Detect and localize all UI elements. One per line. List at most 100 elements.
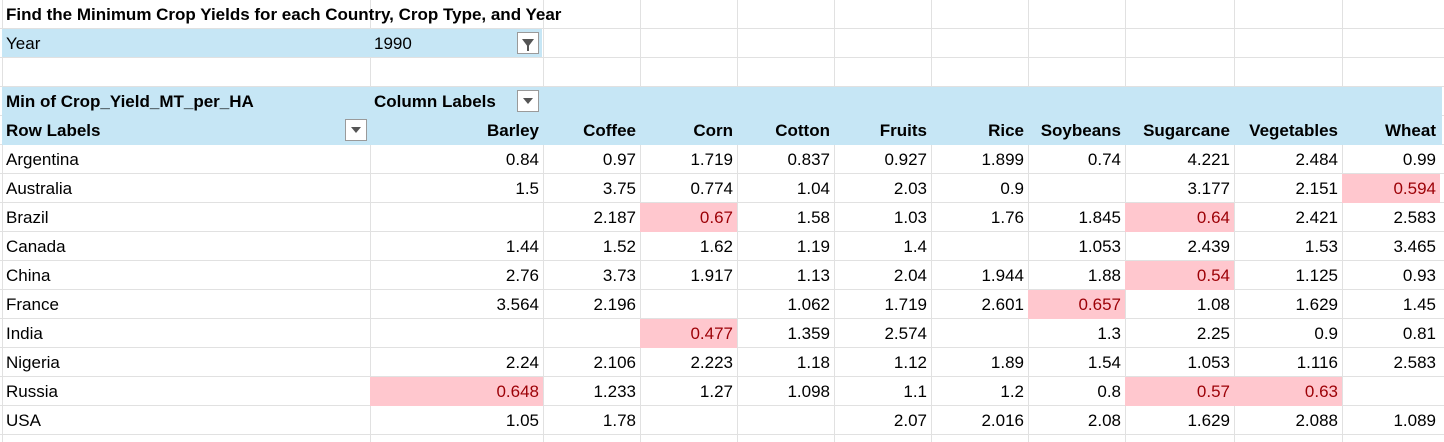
value-cell[interactable]: 1.89 [990,353,1024,372]
value-cell[interactable]: 1.899 [981,150,1024,169]
value-cell[interactable]: 0.81 [1402,324,1436,343]
value-cell[interactable]: 0.648 [370,377,543,406]
value-cell[interactable]: 1.78 [602,411,636,430]
value-cell[interactable]: 1.944 [981,266,1024,285]
value-cell[interactable]: 0.57 [1125,377,1234,406]
value-cell[interactable]: 3.75 [602,179,636,198]
value-cell[interactable]: 1.3 [1097,324,1121,343]
value-cell[interactable]: 1.053 [1187,353,1230,372]
value-cell[interactable]: 0.64 [1125,203,1234,232]
value-cell[interactable]: 1.719 [690,150,733,169]
value-cell[interactable]: 0.927 [884,150,927,169]
value-cell[interactable]: 0.97 [602,150,636,169]
value-cell[interactable]: 0.84 [505,150,539,169]
value-cell[interactable]: 2.04 [893,266,927,285]
value-cell[interactable]: 2.574 [884,324,927,343]
value-cell[interactable]: 0.477 [640,319,737,348]
value-cell[interactable]: 1.19 [796,237,830,256]
column-header-wheat[interactable]: Wheat [1385,121,1436,140]
value-cell[interactable]: 1.917 [690,266,733,285]
value-cell[interactable]: 1.44 [505,237,539,256]
value-cell[interactable]: 1.053 [1078,237,1121,256]
value-cell[interactable]: 2.07 [893,411,927,430]
value-cell[interactable]: 3.564 [496,295,539,314]
value-cell[interactable]: 2.151 [1295,179,1338,198]
value-cell[interactable]: 2.016 [981,411,1024,430]
value-cell[interactable]: 1.359 [787,324,830,343]
value-cell[interactable]: 1.88 [1087,266,1121,285]
value-cell[interactable] [1342,377,1440,406]
value-cell[interactable]: 0.9 [1000,179,1024,198]
value-cell[interactable]: 0.67 [640,203,737,232]
column-header-cotton[interactable]: Cotton [775,121,830,140]
value-cell[interactable]: 1.12 [893,353,927,372]
value-cell[interactable]: 1.62 [699,237,733,256]
value-cell[interactable]: 3.177 [1187,179,1230,198]
value-cell[interactable]: 0.9 [1314,324,1338,343]
value-cell[interactable]: 3.465 [1393,237,1436,256]
column-header-rice[interactable]: Rice [988,121,1024,140]
value-cell[interactable]: 2.106 [593,353,636,372]
value-cell[interactable] [737,406,834,435]
value-cell[interactable]: 0.63 [1234,377,1342,406]
value-cell[interactable]: 0.774 [690,179,733,198]
value-cell[interactable]: 1.629 [1187,411,1230,430]
value-cell[interactable]: 2.439 [1187,237,1230,256]
filter-value[interactable]: 1990 [374,34,412,53]
value-cell[interactable] [1028,174,1125,203]
row-labels-chevron-down-icon[interactable] [345,119,367,141]
value-cell[interactable]: 1.5 [515,179,539,198]
value-cell[interactable]: 0.657 [1028,290,1125,319]
value-cell[interactable]: 1.13 [796,266,830,285]
value-cell[interactable]: 0.54 [1125,261,1234,290]
value-cell[interactable]: 0.837 [787,150,830,169]
value-cell[interactable]: 1.719 [884,295,927,314]
value-cell[interactable]: 2.196 [593,295,636,314]
value-cell[interactable]: 1.629 [1295,295,1338,314]
column-header-sugarcane[interactable]: Sugarcane [1143,121,1230,140]
value-cell[interactable]: 2.601 [981,295,1024,314]
value-cell[interactable] [640,290,737,319]
value-cell[interactable]: 2.583 [1393,353,1436,372]
value-cell[interactable] [931,232,1028,261]
value-cell[interactable]: 0.74 [1087,150,1121,169]
value-cell[interactable]: 1.53 [1304,237,1338,256]
value-cell[interactable] [931,319,1028,348]
value-cell[interactable]: 1.233 [593,382,636,401]
value-cell[interactable]: 3.73 [602,266,636,285]
value-cell[interactable] [370,203,543,232]
row-label-usa[interactable]: USA [6,411,41,430]
row-label-india[interactable]: India [6,324,43,343]
value-cell[interactable]: 1.2 [1000,382,1024,401]
value-cell[interactable]: 2.223 [690,353,733,372]
row-label-canada[interactable]: Canada [6,237,66,256]
value-cell[interactable]: 1.54 [1087,353,1121,372]
value-cell[interactable]: 1.845 [1078,208,1121,227]
value-cell[interactable]: 0.99 [1402,150,1436,169]
value-cell[interactable]: 1.125 [1295,266,1338,285]
value-cell[interactable]: 4.221 [1187,150,1230,169]
value-cell[interactable]: 1.45 [1402,295,1436,314]
column-header-soybeans[interactable]: Soybeans [1040,121,1121,140]
row-label-nigeria[interactable]: Nigeria [6,353,60,372]
value-cell[interactable]: 2.088 [1295,411,1338,430]
value-cell[interactable]: 2.08 [1087,411,1121,430]
value-cell[interactable]: 1.4 [903,237,927,256]
row-label-france[interactable]: France [6,295,59,314]
value-cell[interactable]: 1.089 [1393,411,1436,430]
value-cell[interactable]: 1.52 [602,237,636,256]
column-header-fruits[interactable]: Fruits [879,121,927,140]
value-cell[interactable]: 1.062 [787,295,830,314]
value-cell[interactable]: 1.1 [903,382,927,401]
value-cell[interactable]: 1.58 [796,208,830,227]
value-cell[interactable]: 2.421 [1295,208,1338,227]
column-header-coffee[interactable]: Coffee [583,121,636,140]
row-label-argentina[interactable]: Argentina [6,150,79,169]
value-cell[interactable]: 1.05 [505,411,539,430]
value-cell[interactable]: 2.25 [1196,324,1230,343]
value-cell[interactable]: 1.04 [796,179,830,198]
row-label-brazil[interactable]: Brazil [6,208,49,227]
value-cell[interactable]: 1.27 [699,382,733,401]
value-cell[interactable] [370,319,543,348]
value-cell[interactable]: 2.187 [593,208,636,227]
